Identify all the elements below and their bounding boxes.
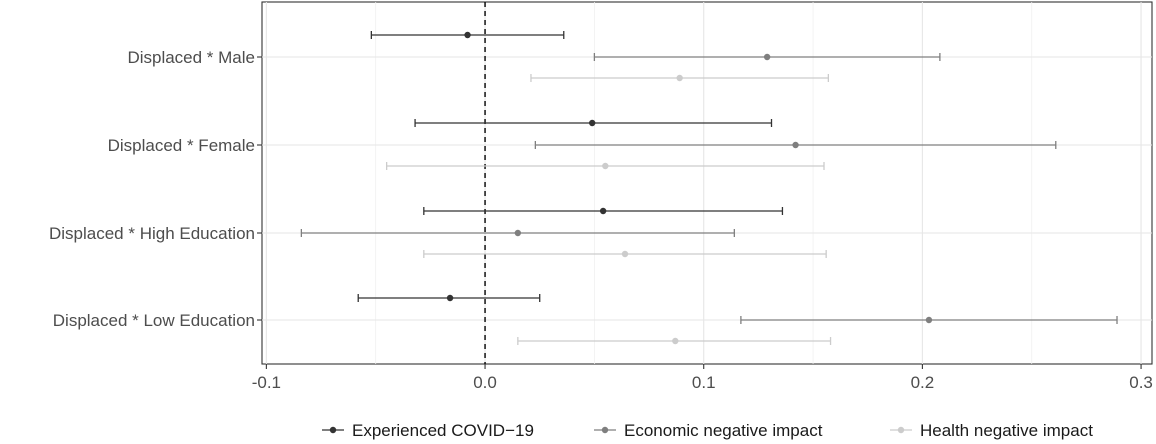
estimate-point xyxy=(672,337,679,345)
panel-border xyxy=(261,1,1153,365)
legend-label: Experienced COVID−19 xyxy=(352,421,534,440)
estimate-point xyxy=(464,31,471,39)
x-axis: -0.1 0.0 0.1 0.2 0.3 xyxy=(252,364,1153,392)
estimate-point xyxy=(763,53,771,61)
legend-key-point xyxy=(329,426,337,434)
category-label: Displaced * High Education xyxy=(49,224,255,243)
legend-item: Economic negative impact xyxy=(594,421,823,440)
x-tick-label: 0.0 xyxy=(473,373,497,392)
legend: Experienced COVID−19 Economic negative im… xyxy=(322,421,1093,440)
legend-label: Economic negative impact xyxy=(624,421,823,440)
x-tick-label: 0.2 xyxy=(911,373,935,392)
estimate-group xyxy=(357,294,541,302)
legend-key-point xyxy=(601,426,609,434)
estimate-group xyxy=(385,162,825,170)
estimate-group xyxy=(423,207,784,215)
marks xyxy=(300,31,1118,345)
estimate-point xyxy=(514,229,522,237)
estimate-group xyxy=(593,53,941,61)
estimate-group xyxy=(370,31,565,39)
legend-item: Health negative impact xyxy=(890,421,1093,440)
estimate-point xyxy=(676,74,683,82)
x-tick-label: -0.1 xyxy=(252,373,281,392)
estimate-point xyxy=(925,316,933,324)
x-tick-label: 0.3 xyxy=(1129,373,1153,392)
estimate-group xyxy=(423,250,827,258)
legend-label: Health negative impact xyxy=(920,421,1093,440)
category-label: Displaced * Male xyxy=(127,48,255,67)
estimate-group xyxy=(530,74,830,82)
estimate-point xyxy=(599,207,607,215)
estimate-point xyxy=(588,119,596,127)
estimate-point xyxy=(446,294,454,302)
estimate-group xyxy=(534,141,1057,149)
estimate-group xyxy=(740,316,1118,324)
x-tick-label: 0.1 xyxy=(692,373,716,392)
estimate-point xyxy=(602,162,609,170)
legend-key-point xyxy=(897,426,905,434)
estimate-group xyxy=(517,337,832,345)
category-label: Displaced * Female xyxy=(108,136,255,155)
estimate-group xyxy=(414,119,773,127)
category-label: Displaced * Low Education xyxy=(53,311,255,330)
estimate-group xyxy=(300,229,735,237)
legend-item: Experienced COVID−19 xyxy=(322,421,534,440)
estimate-point xyxy=(621,250,629,258)
estimate-point xyxy=(792,141,799,149)
y-axis: Displaced * Male Displaced * Female Displa… xyxy=(49,48,262,330)
